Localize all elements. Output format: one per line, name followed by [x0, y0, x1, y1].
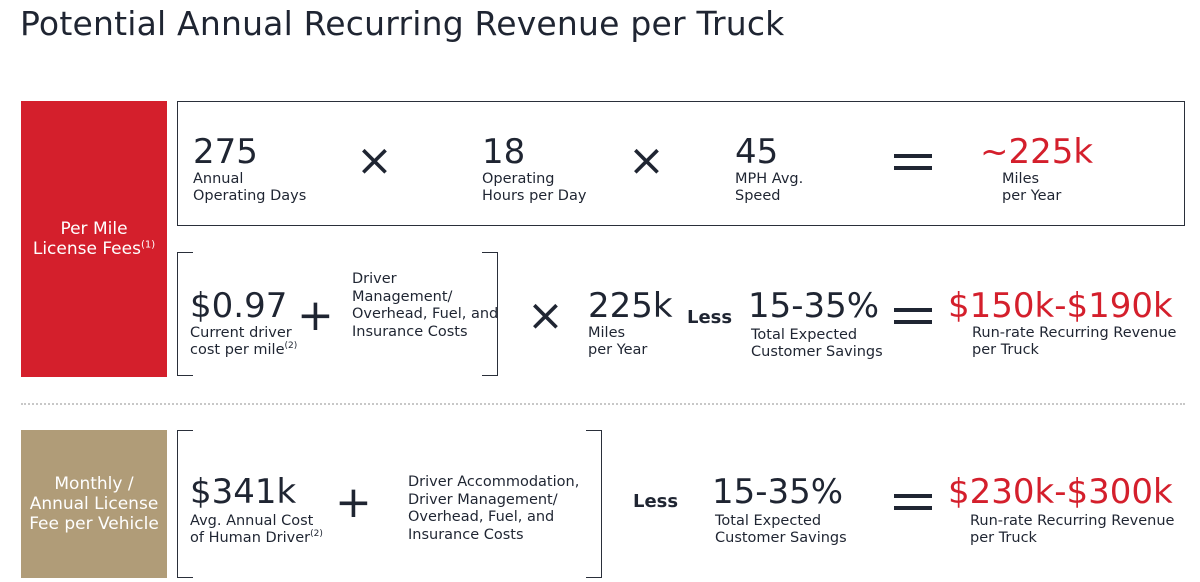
- left-bracket: [177, 430, 193, 578]
- avg-speed-label: MPH Avg. Speed: [735, 171, 804, 204]
- operating-days-label: Annual Operating Days: [193, 171, 307, 204]
- right-bracket: [482, 252, 498, 376]
- equals-icon: [894, 308, 932, 324]
- customer-savings-value: 15-35%: [712, 472, 844, 512]
- human-driver-cost-value: $341k: [190, 472, 297, 512]
- customer-savings-label: Total Expected Customer Savings: [715, 513, 847, 546]
- driver-cost-per-mile-value: $0.97: [190, 286, 288, 326]
- miles-per-year-box: [177, 101, 1185, 226]
- operating-days-value: 275: [193, 132, 258, 172]
- license-fee-per-vehicle-label: Monthly / Annual License Fee per Vehicle: [21, 430, 167, 578]
- human-driver-cost-label: Avg. Annual Cost of Human Driver(2): [190, 513, 323, 546]
- multiply-icon: ×: [356, 135, 393, 186]
- miles-per-year-label: Miles per Year: [1002, 171, 1062, 204]
- operating-hours-label: Operating Hours per Day: [482, 171, 587, 204]
- equals-icon: [894, 494, 932, 510]
- multiply-icon: ×: [527, 290, 564, 341]
- right-bracket: [586, 430, 602, 578]
- driver-cost-per-mile-label: Current driver cost per mile(2): [190, 325, 298, 358]
- operating-hours-value: 18: [482, 132, 526, 172]
- multiply-icon: ×: [628, 135, 665, 186]
- avg-speed-value: 45: [735, 132, 779, 172]
- less-label: Less: [687, 307, 733, 328]
- customer-savings-label: Total Expected Customer Savings: [751, 327, 883, 360]
- page-title: Potential Annual Recurring Revenue per T…: [20, 4, 785, 43]
- left-bracket: [177, 252, 193, 376]
- plus-icon: +: [297, 290, 334, 341]
- equals-icon: [894, 154, 932, 170]
- miles-per-year-result: ~225k: [980, 132, 1094, 172]
- per-mile-revenue-result: $150k-$190k: [948, 286, 1173, 326]
- plus-icon: +: [335, 477, 372, 528]
- side-label-line1: Per Mile: [60, 219, 128, 239]
- per-vehicle-revenue-label: Run-rate Recurring Revenue per Truck: [970, 513, 1175, 546]
- driver-management-costs: Driver Management/ Overhead, Fuel, and I…: [352, 271, 499, 340]
- per-vehicle-revenue-result: $230k-$300k: [948, 472, 1173, 512]
- less-label: Less: [633, 491, 679, 512]
- section-divider: [21, 403, 1185, 405]
- driver-accommodation-costs: Driver Accommodation, Driver Management/…: [408, 474, 580, 543]
- per-mile-license-fees-label: Per Mile License Fees(1): [21, 101, 167, 377]
- customer-savings-value: 15-35%: [748, 286, 880, 326]
- miles-per-year-value: 225k: [588, 286, 673, 326]
- miles-per-year-sublabel: Miles per Year: [588, 325, 648, 358]
- side-label-line2: License Fees: [32, 239, 141, 259]
- per-mile-revenue-label: Run-rate Recurring Revenue per Truck: [972, 325, 1177, 358]
- footnote-marker: (1): [140, 239, 156, 251]
